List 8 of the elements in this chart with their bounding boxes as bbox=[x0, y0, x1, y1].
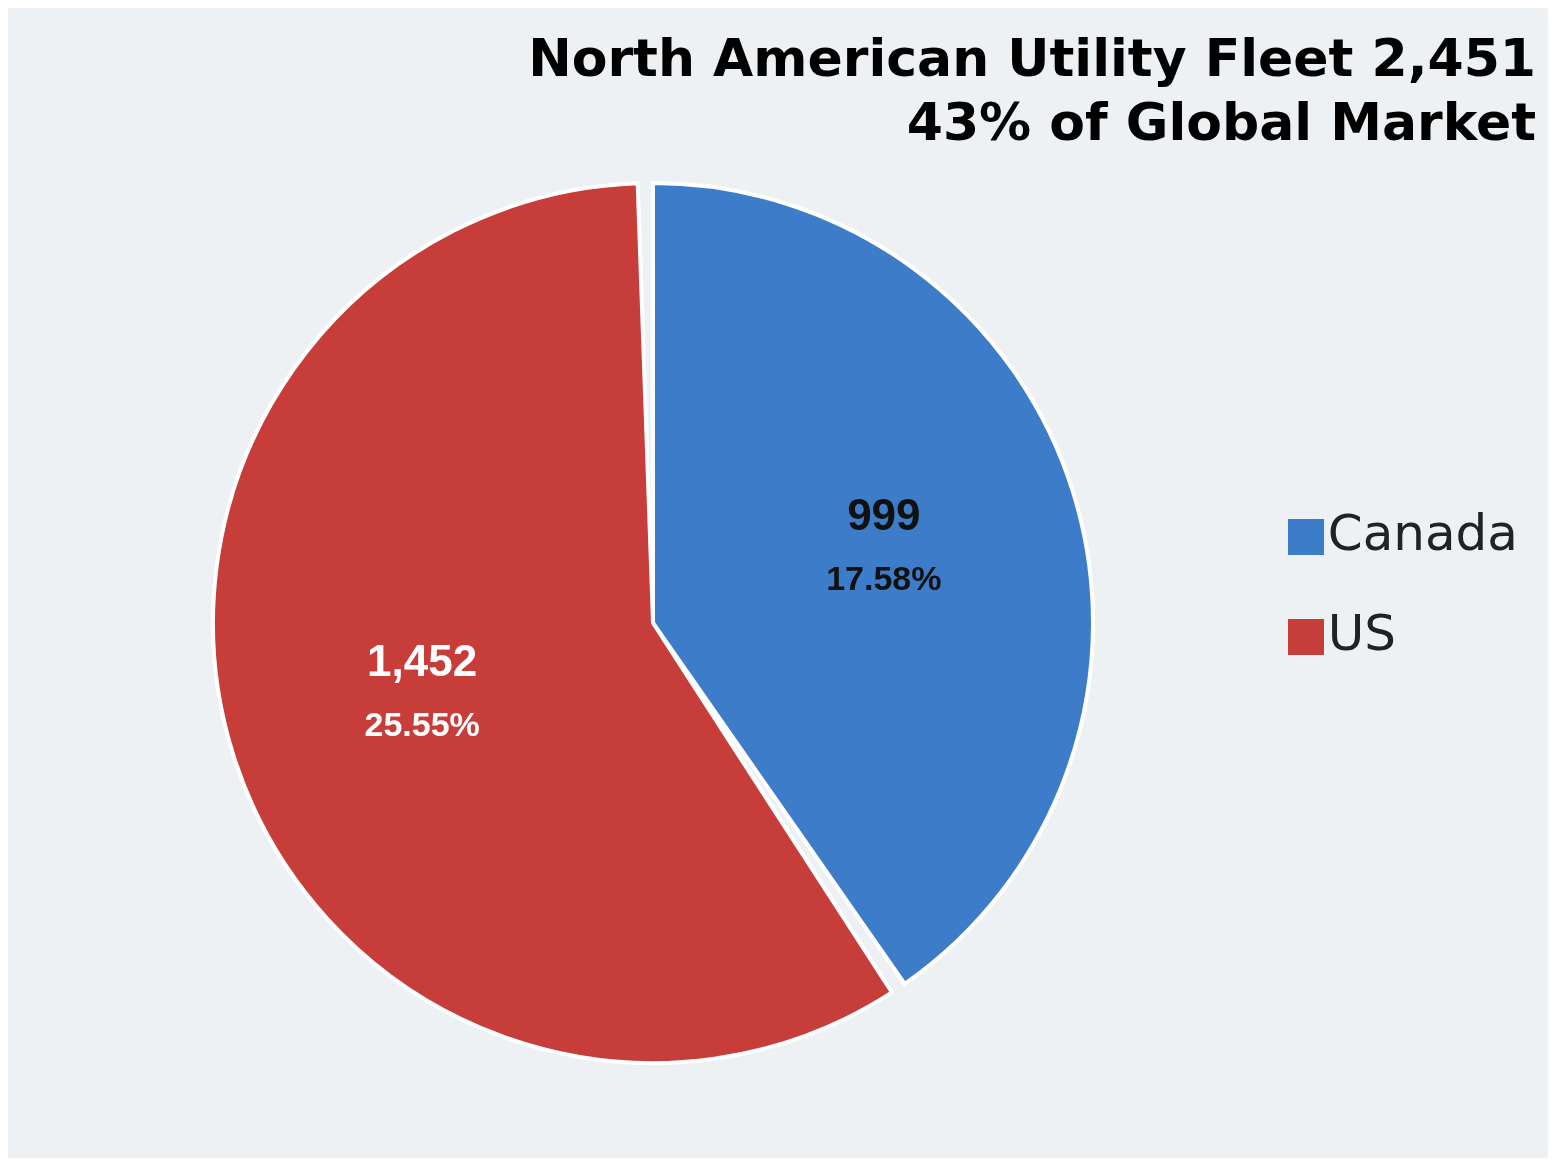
text: 17.58% bbox=[826, 559, 942, 598]
legend-label: US bbox=[1327, 604, 1397, 662]
data-label: 1,452 bbox=[367, 635, 478, 685]
data-label: 999 bbox=[847, 490, 921, 540]
text: 25.55% bbox=[364, 704, 480, 743]
chart-title: North American Utility Fleet 2,451 bbox=[528, 27, 1536, 90]
legend-label: Canada bbox=[1327, 504, 1518, 562]
chart-subtitle: 43% of Global Market bbox=[905, 91, 1536, 154]
